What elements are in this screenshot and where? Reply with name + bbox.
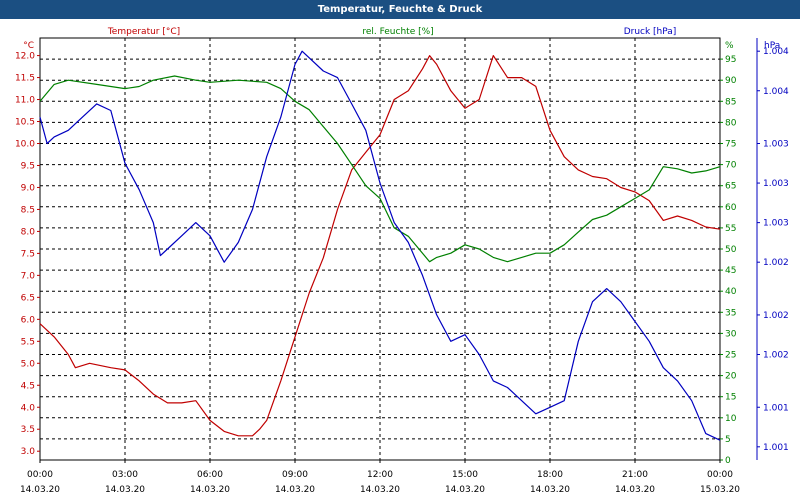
x-tick-date-label: 14.03.20 <box>20 485 60 495</box>
temperature-tick-label: 8.5 <box>21 205 35 215</box>
humidity-tick-label: 95 <box>725 55 736 65</box>
humidity-tick-label: 80 <box>725 118 737 128</box>
pressure-tick-label: 1.001 <box>763 403 789 413</box>
humidity-series-line <box>39 75 721 263</box>
temperature-tick-label: 3.0 <box>21 447 36 457</box>
temperature-tick-label: 4.0 <box>21 403 36 413</box>
pressure-tick-label: 1.002 <box>763 351 789 361</box>
temperature-tick-label: 5.5 <box>21 337 35 347</box>
pressure-tick-label: 1.004 <box>763 47 789 57</box>
humidity-tick-label: 40 <box>725 287 737 297</box>
pressure-axis-label: Druck [hPa] <box>624 27 677 37</box>
x-tick-date-label: 14.03.20 <box>105 485 145 495</box>
x-tick-date-label: 15.03.20 <box>700 485 740 495</box>
chart-title: Temperatur, Feuchte & Druck <box>0 0 800 19</box>
x-tick-time-label: 03:00 <box>112 470 138 480</box>
x-tick-date-label: 14.03.20 <box>360 485 400 495</box>
humidity-tick-label: 70 <box>725 161 737 171</box>
humidity-tick-label: 20 <box>725 372 737 382</box>
temperature-tick-label: 8.0 <box>21 227 36 237</box>
x-tick-time-label: 00:00 <box>27 470 53 480</box>
humidity-axis-label: rel. Feuchte [%] <box>362 27 433 37</box>
temperature-series-line <box>39 54 721 437</box>
temperature-tick-label: 5.0 <box>21 359 36 369</box>
humidity-tick-label: 0 <box>725 456 731 466</box>
temperature-tick-label: 6.0 <box>21 315 36 325</box>
pressure-tick-label: 1.003 <box>763 140 789 150</box>
humidity-tick-label: 5 <box>725 435 731 445</box>
temperature-tick-label: 4.5 <box>21 381 35 391</box>
x-tick-time-label: 00:00 <box>707 470 733 480</box>
temperature-tick-label: 6.5 <box>21 293 35 303</box>
pressure-unit-label: hPa <box>764 41 780 51</box>
pressure-tick-label: 1.003 <box>763 179 789 189</box>
temperature-tick-label: 10.5 <box>15 118 35 128</box>
x-tick-time-label: 09:00 <box>282 470 308 480</box>
humidity-tick-label: 50 <box>725 245 737 255</box>
temperature-tick-label: 11.5 <box>15 74 35 84</box>
x-tick-time-label: 21:00 <box>622 470 648 480</box>
pressure-tick-label: 1.003 <box>763 219 789 229</box>
humidity-tick-label: 30 <box>725 329 737 339</box>
temperature-tick-label: 11.0 <box>15 96 35 106</box>
humidity-tick-label: 90 <box>725 76 737 86</box>
temperature-axis-label: Temperatur [°C] <box>107 27 180 37</box>
humidity-unit-label: % <box>725 41 734 51</box>
humidity-tick-label: 60 <box>725 203 737 213</box>
temperature-tick-label: 9.0 <box>21 183 36 193</box>
x-tick-date-label: 14.03.20 <box>615 485 655 495</box>
temperature-unit-label: °C <box>23 41 34 51</box>
x-tick-time-label: 12:00 <box>367 470 393 480</box>
humidity-tick-label: 75 <box>725 140 736 150</box>
humidity-tick-label: 25 <box>725 351 736 361</box>
humidity-tick-label: 15 <box>725 393 736 403</box>
x-tick-date-label: 14.03.20 <box>530 485 570 495</box>
humidity-tick-label: 45 <box>725 266 736 276</box>
humidity-tick-label: 85 <box>725 97 736 107</box>
humidity-tick-label: 55 <box>725 224 736 234</box>
humidity-tick-label: 35 <box>725 308 736 318</box>
x-tick-time-label: 15:00 <box>452 470 478 480</box>
x-tick-date-label: 14.03.20 <box>275 485 315 495</box>
x-tick-date-label: 14.03.20 <box>445 485 485 495</box>
pressure-tick-label: 1.001 <box>763 443 789 453</box>
temperature-tick-label: 12.0 <box>15 52 35 62</box>
humidity-tick-label: 65 <box>725 182 736 192</box>
humidity-tick-label: 10 <box>725 414 737 424</box>
pressure-series-line <box>39 50 721 441</box>
pressure-tick-label: 1.002 <box>763 258 789 268</box>
x-tick-date-label: 14.03.20 <box>190 485 230 495</box>
pressure-tick-label: 1.004 <box>763 87 789 97</box>
temperature-tick-label: 7.0 <box>21 271 36 281</box>
temperature-tick-label: 10.0 <box>15 140 35 150</box>
temperature-tick-label: 7.5 <box>21 249 35 259</box>
temperature-tick-label: 9.5 <box>21 161 35 171</box>
x-tick-time-label: 18:00 <box>537 470 563 480</box>
pressure-tick-label: 1.002 <box>763 311 789 321</box>
temperature-tick-label: 3.5 <box>21 425 35 435</box>
x-tick-time-label: 06:00 <box>197 470 223 480</box>
